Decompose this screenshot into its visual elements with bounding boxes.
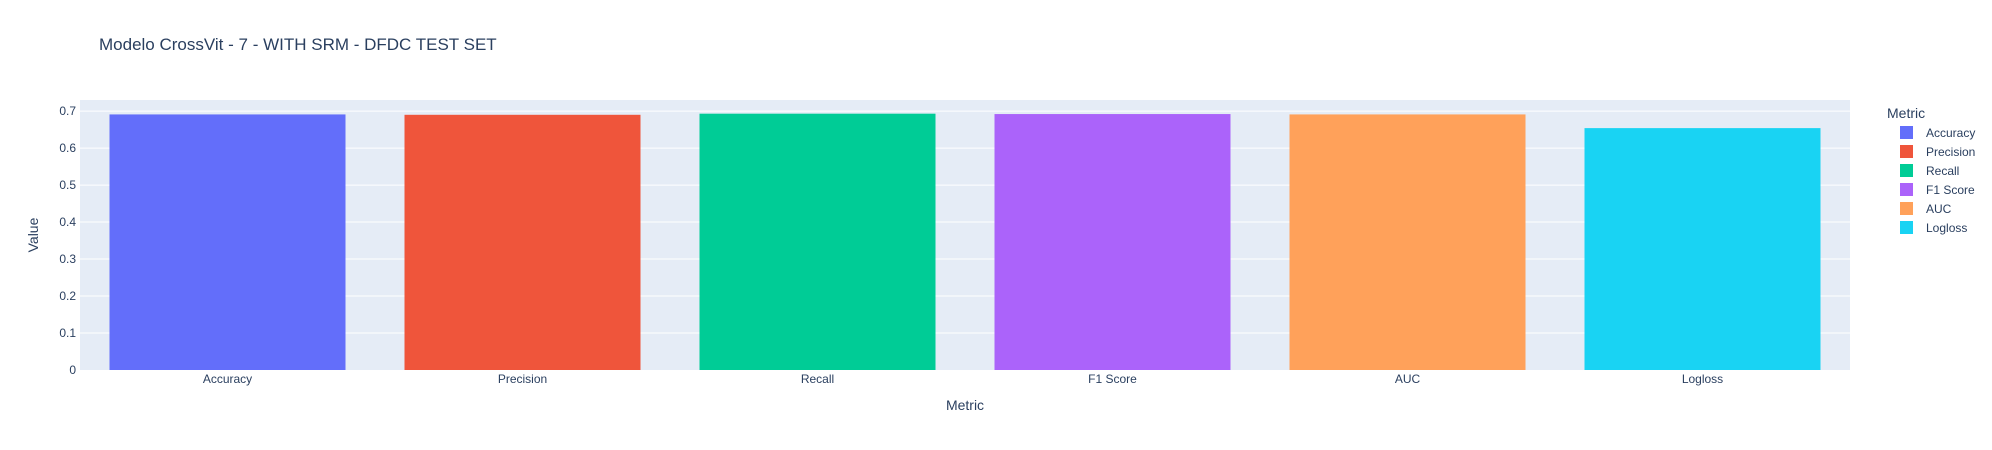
legend: Metric Accuracy Precision Recall F1 Score AU…	[1887, 105, 1975, 235]
bars	[109, 113, 1821, 371]
x-tick-label: AUC	[1395, 372, 1421, 386]
y-tick-label: 0.5	[59, 178, 76, 192]
y-tick-label: 0	[69, 363, 76, 377]
chart-title: Modelo CrossVit - 7 - WITH SRM - DFDC TE…	[99, 35, 497, 54]
x-axis-ticks: Accuracy Precision Recall F1 Score AUC Loglos…	[203, 372, 1723, 386]
x-tick-label: Accuracy	[203, 372, 252, 386]
y-tick-label: 0.6	[59, 141, 76, 155]
legend-item-label: F1 Score	[1926, 183, 1975, 197]
y-tick-label: 0.2	[59, 289, 76, 303]
bar-auc	[1289, 114, 1526, 371]
x-tick-label: Logloss	[1682, 372, 1723, 386]
legend-item-label: Logloss	[1926, 221, 1967, 235]
bar-recall	[699, 113, 936, 370]
y-tick-label: 0.1	[59, 326, 76, 340]
x-tick-label: F1 Score	[1088, 372, 1137, 386]
x-tick-label: Precision	[498, 372, 547, 386]
bar-accuracy	[109, 114, 346, 371]
legend-item-label: AUC	[1926, 202, 1952, 216]
grid-lines	[80, 110, 1850, 334]
bar-logloss	[1584, 128, 1821, 370]
legend-swatch	[1900, 183, 1913, 196]
legend-item-label: Accuracy	[1926, 126, 1975, 140]
legend-swatch	[1900, 145, 1913, 158]
y-tick-label: 0.3	[59, 252, 76, 266]
legend-swatch	[1900, 202, 1913, 215]
bar-precision	[404, 114, 641, 370]
x-tick-label: Recall	[801, 372, 834, 386]
x-axis-title: Metric	[946, 397, 984, 413]
legend-swatch	[1900, 221, 1913, 234]
legend-title: Metric	[1887, 105, 1925, 121]
y-tick-label: 0.7	[59, 104, 76, 118]
bar-f1-score	[994, 114, 1231, 370]
y-axis-ticks: 0 0.1 0.2 0.3 0.4 0.5 0.6 0.7	[59, 104, 76, 377]
legend-item-label: Precision	[1926, 145, 1975, 159]
y-axis-title: Value	[25, 217, 41, 252]
legend-swatch	[1900, 164, 1913, 177]
plot-area	[80, 100, 1850, 370]
y-tick-label: 0.4	[59, 215, 76, 229]
legend-item-label: Recall	[1926, 164, 1959, 178]
legend-swatch	[1900, 126, 1913, 139]
